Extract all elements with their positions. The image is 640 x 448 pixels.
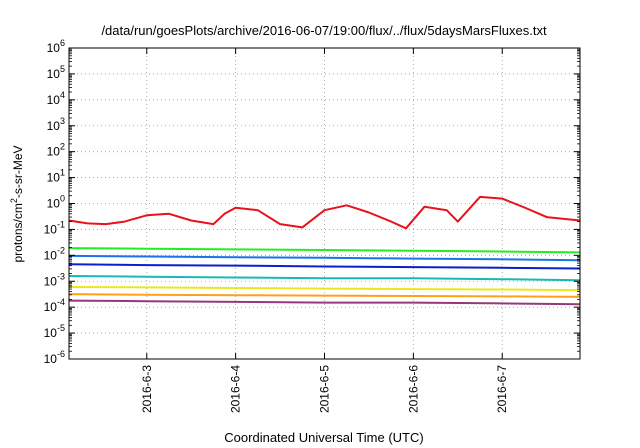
- x-tick-label: 2016-6-7: [495, 365, 509, 413]
- y-tick-label: 106: [47, 38, 65, 55]
- x-tick-label: 2016-6-4: [229, 365, 243, 413]
- series-line-7: [68, 293, 581, 298]
- series-line-1: [68, 195, 581, 230]
- y-tick-label: 100: [47, 194, 65, 211]
- grid: [69, 48, 580, 359]
- y-tick-label: 101: [47, 168, 65, 185]
- y-tick-label: 102: [47, 142, 65, 159]
- y-tick-label: 104: [47, 90, 65, 107]
- y-axis-label: protons/cm2-s-sr-MeV: [9, 145, 25, 262]
- series-line-8: [68, 299, 581, 306]
- x-tick-label: 2016-6-6: [406, 365, 420, 413]
- x-axis: 2016-6-3 2016-6-4 2016-6-5 2016-6-6 2016-6-7: [140, 48, 509, 413]
- series-group: [68, 195, 581, 306]
- y-tick-label: 10-5: [44, 323, 65, 340]
- series-line-2: [68, 247, 581, 254]
- series-line-3: [68, 254, 581, 262]
- y-tick-label: 103: [47, 116, 65, 133]
- series-line-5: [68, 275, 581, 282]
- series-line-4: [68, 263, 581, 270]
- chart-title: /data/run/goesPlots/archive/2016-06-07/1…: [101, 23, 547, 38]
- y-tick-label: 10-4: [44, 297, 65, 314]
- y-tick-label: 10-3: [44, 271, 65, 288]
- y-tick-label: 105: [47, 64, 65, 81]
- y-axis: 10-6 10-5 10-4 10-3 10-2 10-1 100 101 102 103 104 1…: [44, 38, 580, 366]
- x-tick-label: 2016-6-3: [140, 365, 154, 413]
- y-tick-label: 10-6: [44, 349, 65, 366]
- x-axis-label: Coordinated Universal Time (UTC): [224, 430, 423, 445]
- y-tick-label: 10-1: [44, 219, 65, 236]
- series-line-6: [68, 286, 581, 292]
- x-tick-label: 2016-6-5: [318, 365, 332, 413]
- y-tick-label: 10-2: [44, 245, 65, 262]
